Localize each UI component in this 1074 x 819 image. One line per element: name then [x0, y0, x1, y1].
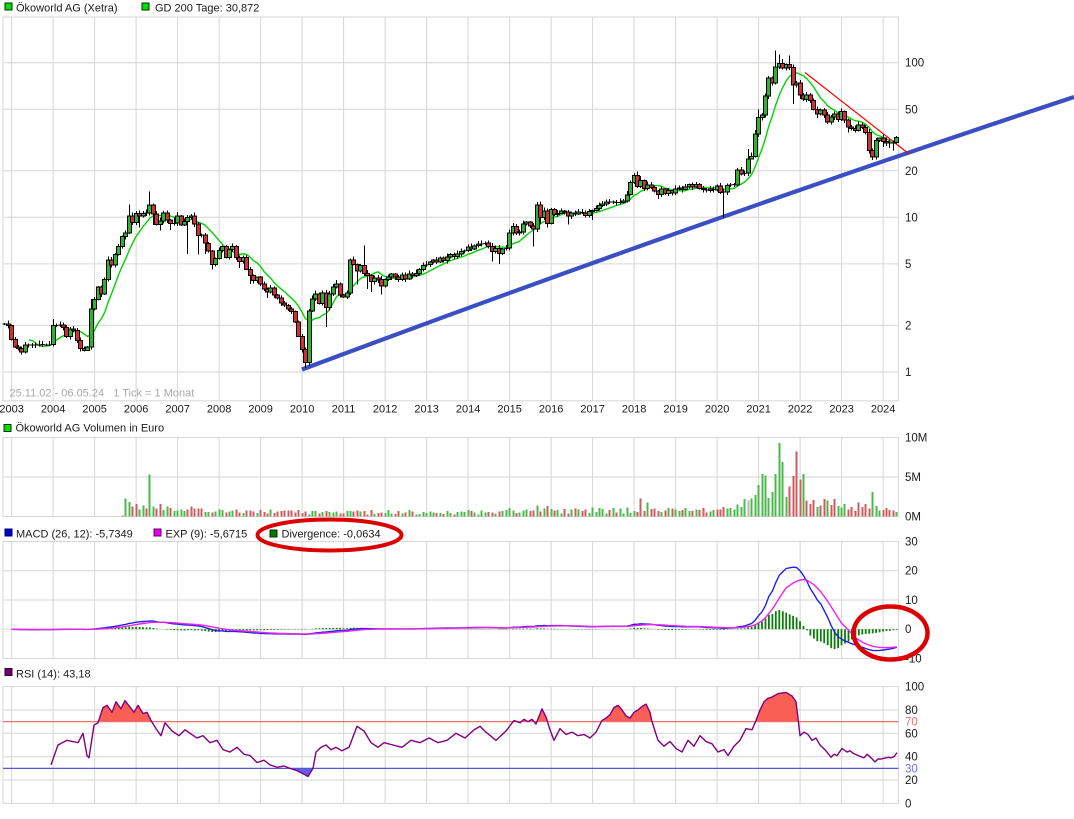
svg-text:2006: 2006	[124, 404, 148, 416]
svg-text:2017: 2017	[580, 404, 604, 416]
svg-text:5: 5	[905, 259, 911, 271]
svg-text:40: 40	[905, 752, 918, 764]
svg-text:2003: 2003	[0, 404, 24, 416]
svg-text:2024: 2024	[871, 404, 895, 416]
svg-text:2: 2	[905, 320, 911, 332]
svg-text:2018: 2018	[622, 404, 646, 416]
svg-text:1: 1	[905, 367, 911, 379]
svg-text:70: 70	[905, 717, 918, 729]
svg-text:2004: 2004	[41, 404, 65, 416]
svg-text:2020: 2020	[705, 404, 729, 416]
svg-text:2010: 2010	[290, 404, 314, 416]
svg-text:2023: 2023	[829, 404, 853, 416]
svg-text:0M: 0M	[905, 512, 921, 524]
svg-text:20: 20	[905, 775, 918, 787]
svg-text:25.11.02 - 06.05.24 1 Tick =: 25.11.02 - 06.05.24 1 Tick = 1 Monat	[10, 388, 195, 400]
svg-text:10: 10	[905, 212, 918, 224]
svg-text:2022: 2022	[788, 404, 812, 416]
svg-text:RSI (14): 43,18: RSI (14): 43,18	[16, 668, 91, 680]
svg-text:80: 80	[905, 705, 918, 717]
svg-text:Ökoworld AG Volumen in Euro: Ökoworld AG Volumen in Euro	[16, 423, 165, 435]
svg-text:2021: 2021	[746, 404, 770, 416]
svg-text:2011: 2011	[332, 404, 356, 416]
svg-text:2016: 2016	[539, 404, 563, 416]
svg-text:2014: 2014	[456, 404, 480, 416]
svg-text:2007: 2007	[165, 404, 189, 416]
svg-text:Divergence: -0,0634: Divergence: -0,0634	[282, 529, 381, 541]
svg-text:10: 10	[905, 595, 918, 607]
svg-text:30: 30	[905, 763, 918, 775]
svg-text:EXP (9): -5,6715: EXP (9): -5,6715	[166, 529, 248, 541]
svg-text:2015: 2015	[497, 404, 521, 416]
svg-text:60: 60	[905, 728, 918, 740]
svg-text:30: 30	[905, 537, 918, 549]
svg-text:0: 0	[905, 624, 911, 636]
svg-text:20: 20	[905, 166, 918, 178]
svg-text:5M: 5M	[905, 472, 921, 484]
svg-text:2009: 2009	[248, 404, 272, 416]
svg-text:2013: 2013	[414, 404, 438, 416]
svg-text:2005: 2005	[82, 404, 106, 416]
svg-text:2012: 2012	[373, 404, 397, 416]
svg-text:Ökoworld AG (Xetra): Ökoworld AG (Xetra)	[16, 3, 117, 15]
svg-text:10M: 10M	[905, 433, 927, 445]
svg-text:100: 100	[905, 682, 924, 694]
svg-text:0: 0	[905, 798, 911, 810]
svg-text:100: 100	[905, 58, 924, 70]
svg-text:50: 50	[905, 104, 918, 116]
svg-text:20: 20	[905, 566, 918, 578]
svg-text:MACD (26, 12): -5,7349: MACD (26, 12): -5,7349	[16, 529, 133, 541]
svg-text:2008: 2008	[207, 404, 231, 416]
svg-text:2019: 2019	[663, 404, 687, 416]
svg-text:GD 200 Tage: 30,872: GD 200 Tage: 30,872	[155, 3, 259, 15]
